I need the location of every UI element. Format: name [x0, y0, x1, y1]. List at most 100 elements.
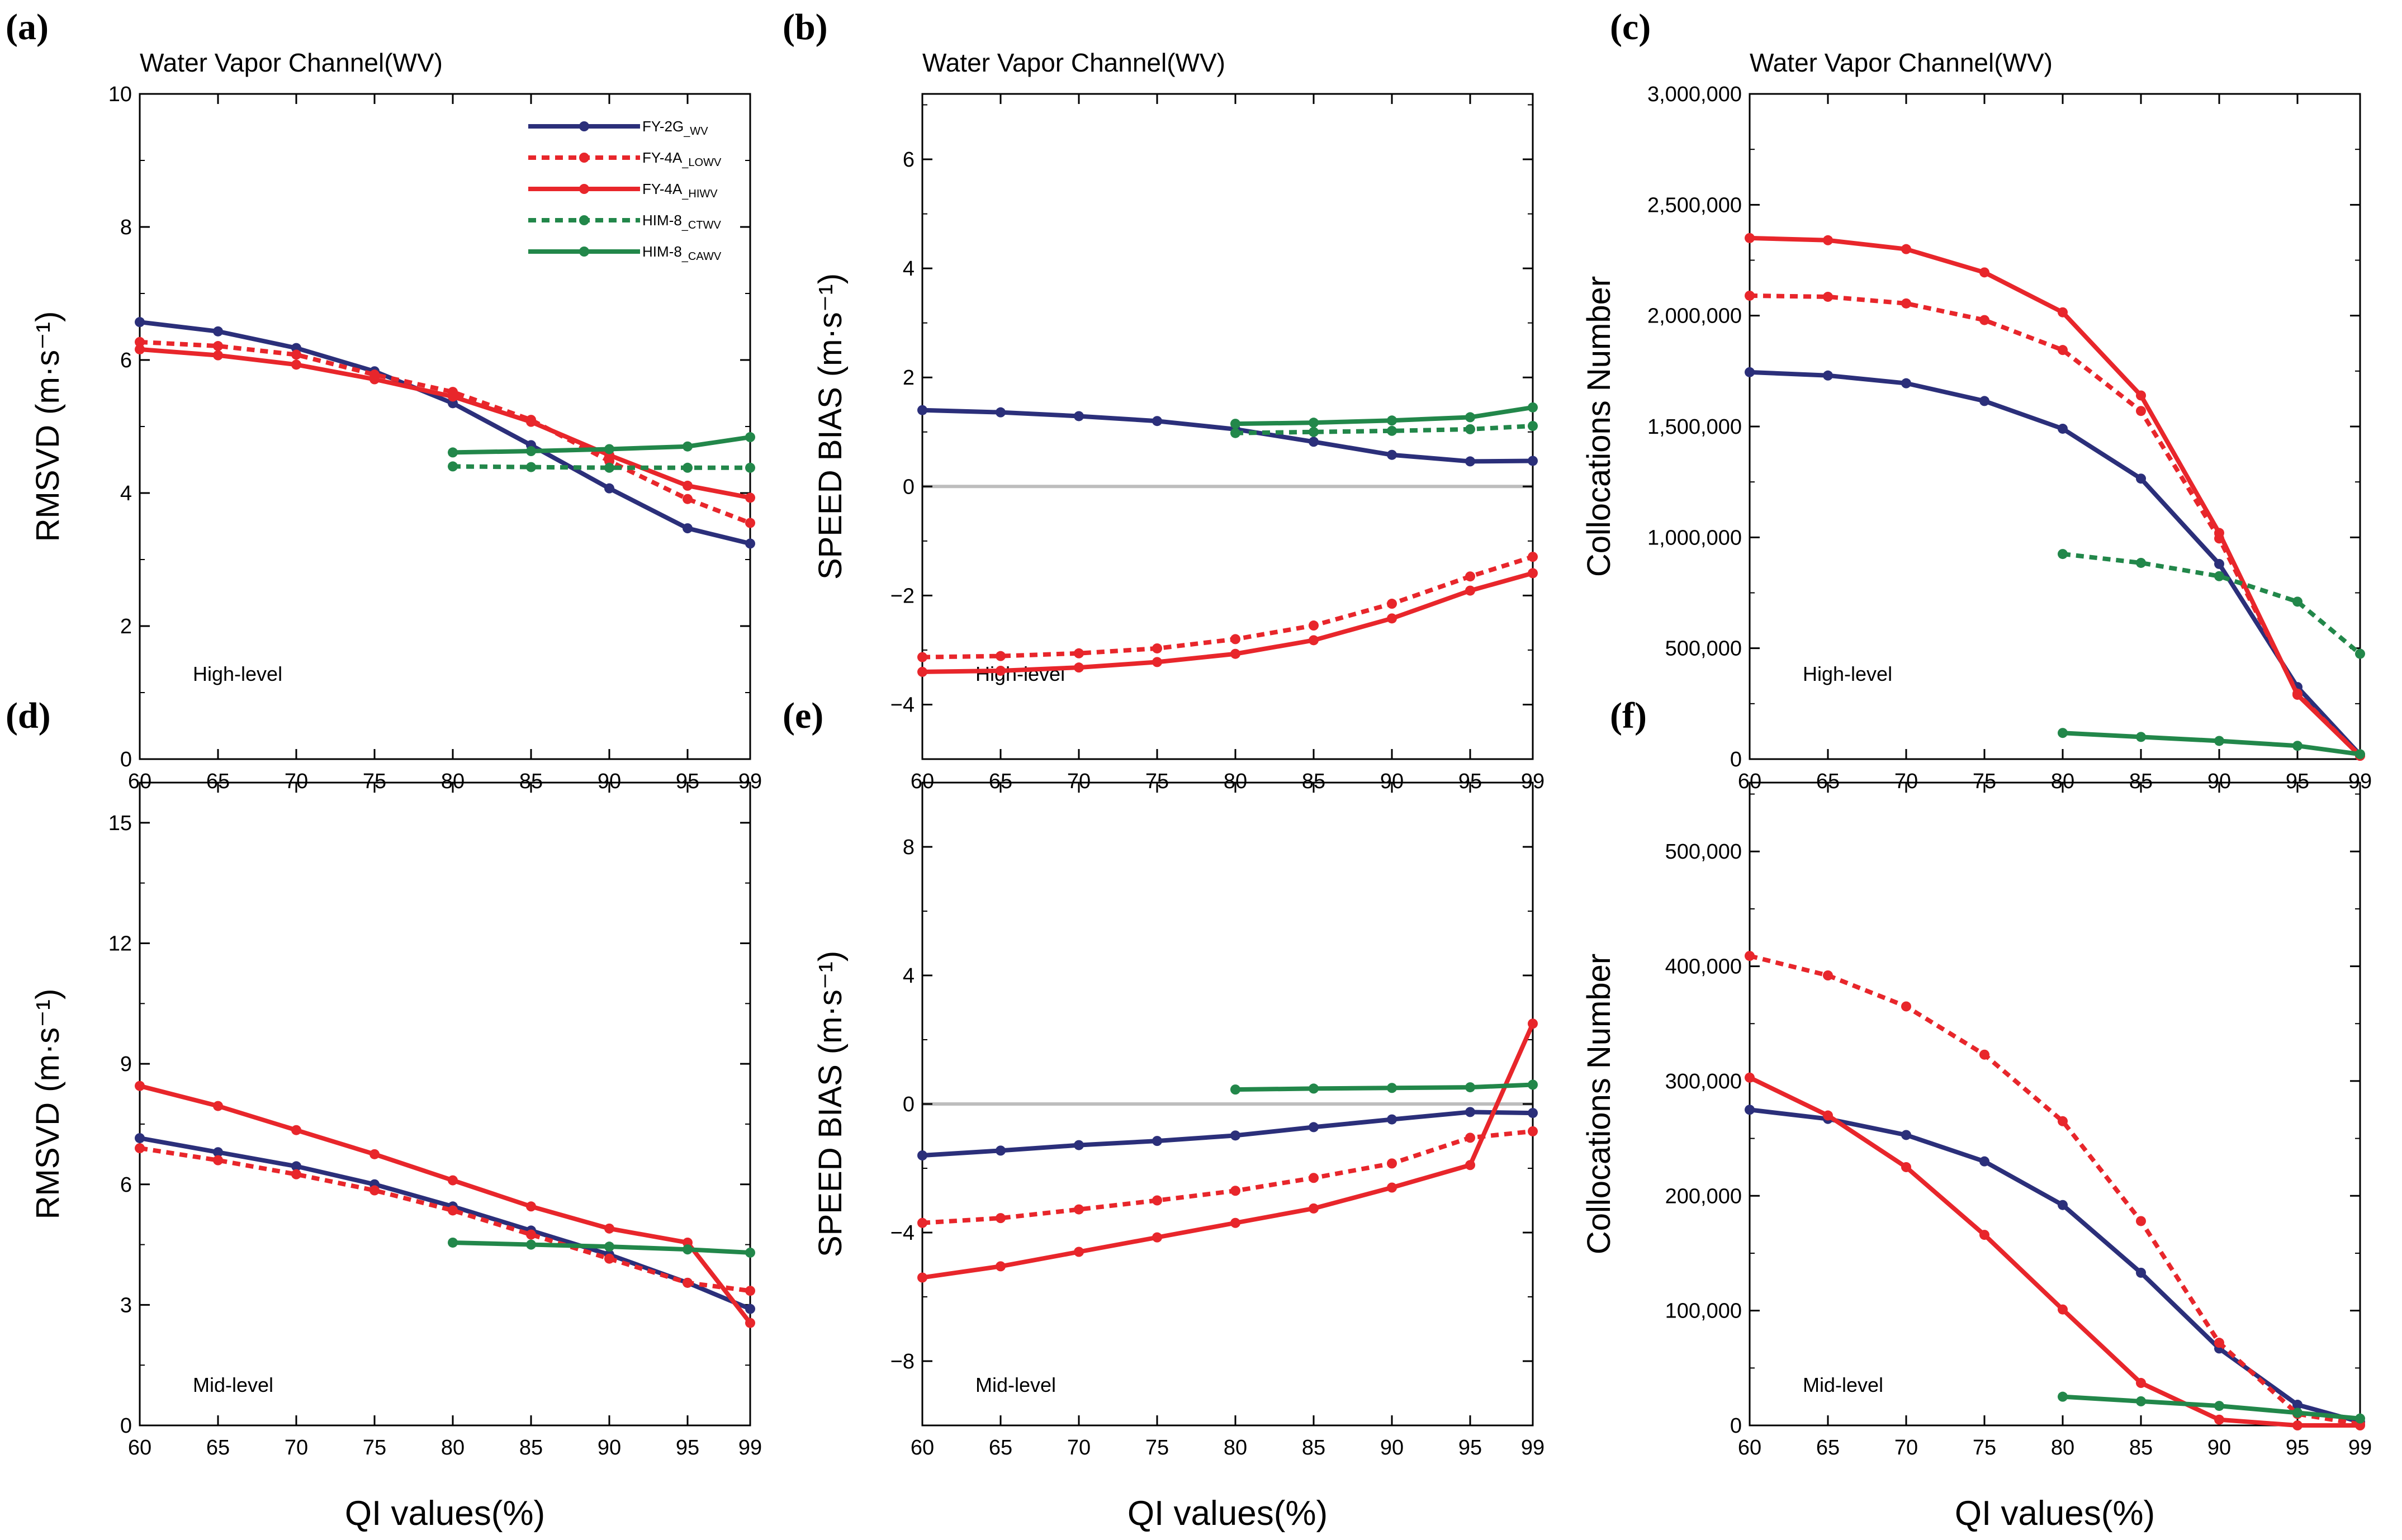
data-point	[745, 1247, 755, 1258]
x-tick-label: 65	[1816, 1436, 1840, 1460]
data-point	[2058, 345, 2068, 356]
legend-label: FY-4A_HIWV	[642, 181, 718, 200]
level-label: High-level	[975, 662, 1065, 685]
level-label: High-level	[1803, 662, 1892, 685]
data-point	[1230, 1186, 1240, 1196]
x-tick-label: 95	[676, 1436, 699, 1460]
series-fy-4a-lowv	[1745, 951, 2365, 1429]
series-him-8-cawv	[448, 1237, 755, 1258]
y-tick-label: 4	[120, 482, 132, 505]
data-point	[1528, 1079, 1538, 1090]
x-tick-label: 99	[1521, 1436, 1545, 1460]
data-point	[996, 665, 1006, 676]
data-point	[1528, 456, 1538, 466]
data-point	[1979, 1156, 1989, 1167]
data-point	[1309, 635, 1319, 646]
legend-marker	[579, 215, 589, 225]
legend-label-name: FY-4A	[642, 149, 683, 166]
data-point	[1387, 1158, 1397, 1169]
data-point	[745, 1318, 755, 1328]
y-tick-label: 6	[120, 1173, 132, 1197]
legend-label-subscript: _HIWV	[681, 188, 718, 200]
x-tick-label: 95	[2286, 1436, 2309, 1460]
legend-marker	[579, 121, 589, 131]
data-point	[996, 651, 1006, 661]
x-tick-label: 85	[1302, 1436, 1325, 1460]
plot-frame	[1749, 781, 2361, 1427]
data-point	[2355, 1413, 2365, 1424]
series-fy-4a-lowv	[917, 552, 1538, 662]
level-label: High-level	[193, 662, 282, 685]
data-point	[917, 1150, 927, 1160]
data-point	[369, 1185, 380, 1196]
data-point	[1901, 1001, 1911, 1012]
series-him-8-cawv	[2058, 1391, 2365, 1424]
data-point	[2136, 1267, 2146, 1278]
data-point	[1230, 648, 1240, 659]
data-point	[1230, 1217, 1240, 1228]
data-point	[1387, 425, 1397, 436]
y-tick-label: 300,000	[1665, 1070, 1742, 1093]
data-point	[1074, 1247, 1084, 1257]
legend: FY-2G_WVFY-4A_LOWVFY-4A_HIWVHIM-8_CTWVHI…	[528, 118, 722, 263]
data-point	[745, 518, 755, 528]
y-tick-label: 9	[120, 1053, 132, 1076]
level-label: Mid-level	[975, 1373, 1056, 1396]
data-point	[745, 1304, 755, 1314]
data-point	[604, 444, 614, 454]
data-point	[2292, 1400, 2302, 1410]
data-point	[996, 407, 1006, 418]
data-point	[604, 483, 614, 494]
data-point	[683, 1244, 693, 1255]
panel-d: 0 3 6 9 12 15 60 65 70 75 80 85 90 95 99 QI values(%) RM…	[6, 695, 762, 1533]
data-point	[1465, 571, 1475, 582]
data-point	[2355, 749, 2365, 760]
data-point	[1074, 1140, 1084, 1150]
x-axis-title: QI values(%)	[1127, 1494, 1328, 1533]
data-point	[1528, 1018, 1538, 1029]
y-tick-label: 0	[1730, 748, 1742, 771]
series-him-8-ctwv	[2058, 549, 2365, 659]
plot-title: Water Vapor Channel(WV)	[1750, 48, 2053, 77]
data-point	[1465, 424, 1475, 434]
x-tick-label: 90	[598, 1436, 621, 1460]
data-point	[2214, 558, 2224, 569]
y-axis-title-text: SPEED BIAS	[812, 1064, 849, 1257]
data-point	[2136, 406, 2146, 416]
data-point	[1230, 419, 1240, 429]
series-line	[139, 1146, 751, 1293]
legend-label: HIM-8_CTWV	[642, 212, 721, 231]
data-point	[1387, 613, 1397, 624]
y-tick-label: 6	[120, 349, 132, 372]
legend-label-subscript: _WV	[683, 125, 708, 138]
data-point	[996, 1145, 1006, 1156]
data-point	[1387, 1083, 1397, 1093]
x-tick-label: 75	[1145, 1436, 1169, 1460]
x-tick-label: 80	[2051, 1436, 2074, 1460]
y-tick-label: −4	[890, 1221, 915, 1245]
y-axis-unit: (m·s⁻¹)	[30, 311, 66, 415]
legend-label-subscript: _CTWV	[681, 219, 722, 231]
series-fy-4a-lowv	[135, 1143, 755, 1296]
data-point	[1230, 634, 1240, 645]
y-tick-label: 3,000,000	[1647, 83, 1742, 106]
data-point	[213, 1147, 223, 1158]
data-point	[996, 1213, 1006, 1224]
data-point	[526, 446, 536, 457]
data-point	[2214, 1338, 2224, 1348]
data-point	[213, 1101, 223, 1111]
x-tick-label: 80	[1224, 1436, 1247, 1460]
data-point	[2136, 1216, 2146, 1226]
data-point	[2355, 648, 2365, 659]
data-point	[1230, 1130, 1240, 1141]
x-tick-label: 90	[2207, 1436, 2231, 1460]
data-point	[2136, 473, 2146, 484]
data-point	[1074, 648, 1084, 658]
series-fy-4a-lowv	[135, 337, 755, 528]
data-point	[1074, 662, 1084, 673]
data-point	[683, 494, 693, 504]
data-point	[1745, 1105, 1755, 1115]
data-point	[1465, 456, 1475, 467]
data-point	[1309, 418, 1319, 428]
